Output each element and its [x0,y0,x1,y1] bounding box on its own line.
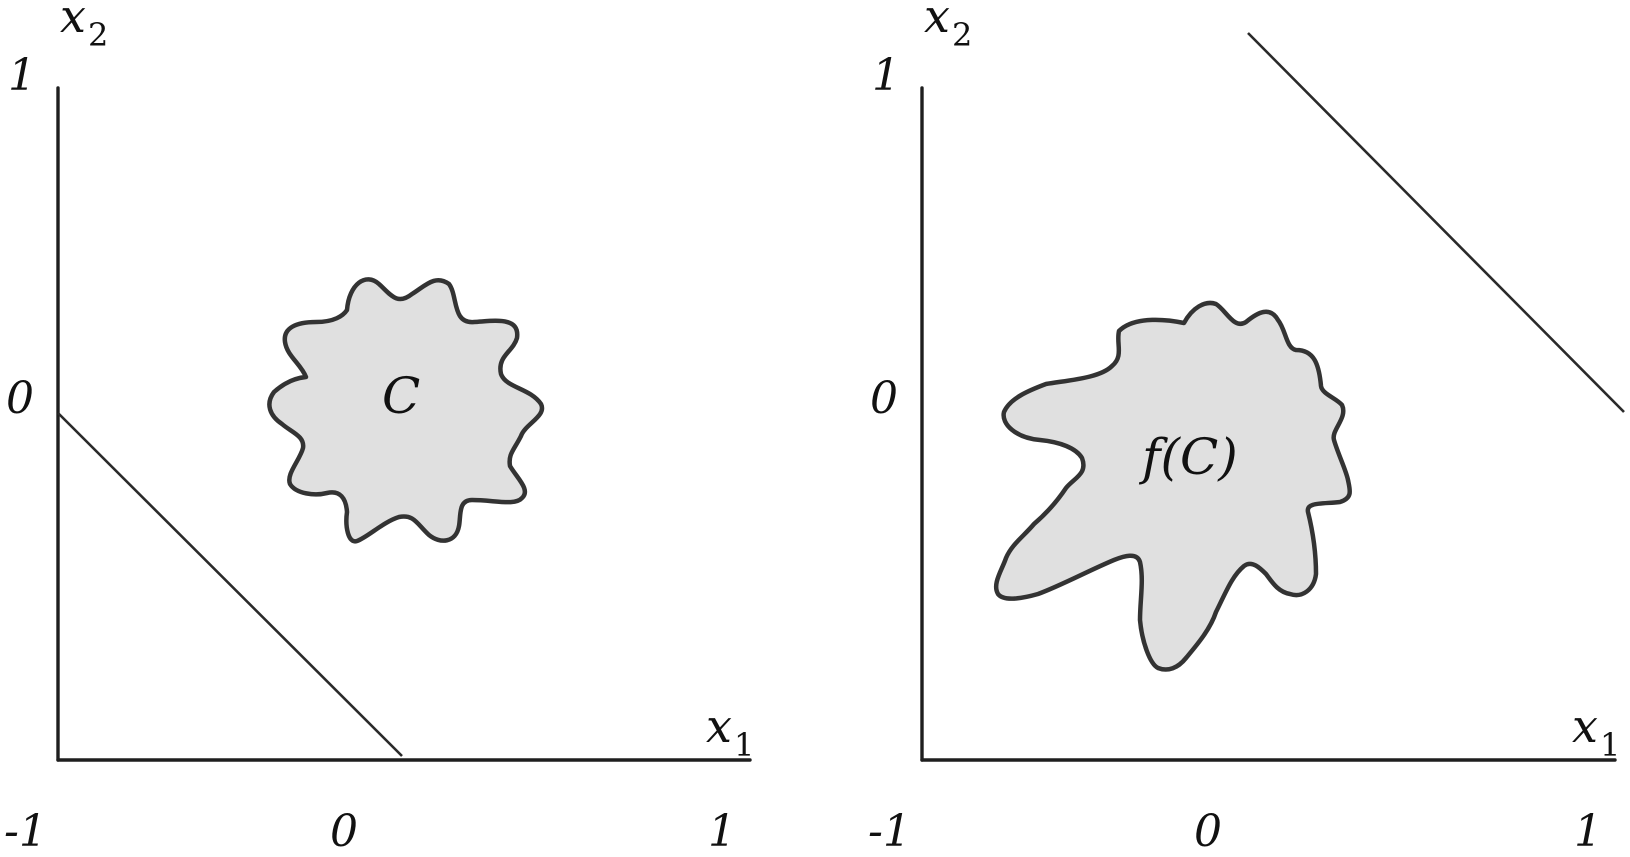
right-y-tick-mid: 0 [870,373,898,424]
right-boundary-line [1247,32,1625,413]
right-y-tick-top: 1 [872,50,900,101]
right-x-tick-mid: 0 [1194,806,1222,857]
right-x-tick-left: -1 [868,806,911,857]
left-x-axis-subscript: 1 [734,726,754,764]
left-x-tick-mid: 0 [330,806,358,857]
left-x-axis-letter: x [706,699,732,753]
left-y-tick-mid: 0 [6,373,34,424]
set-c-label: C [382,367,420,425]
set-f-of-c-shape [993,300,1353,672]
right-x-axis-subscript: 1 [1600,726,1620,764]
left-x-tick-left: -1 [4,806,47,857]
right-x-axis-letter: x [1572,699,1598,753]
left-x-tick-right: 1 [708,806,736,857]
left-panel: C x2 x1 1 0 -1 0 1 [4,0,754,857]
left-y-axis-subscript: 2 [88,16,108,54]
right-x-tick-right: 1 [1574,806,1602,857]
left-boundary-line [57,412,403,757]
right-y-axis-label: x2 [924,0,972,54]
set-f-of-c-label: f(C) [1138,428,1238,486]
left-y-tick-top: 1 [8,50,36,101]
right-panel: f(C) x2 x1 1 0 -1 0 1 [868,0,1625,857]
set-c-shape [267,277,545,544]
left-y-axis-label: x2 [60,0,108,54]
right-y-axis-letter: x [924,0,950,43]
right-x-axis-label: x1 [1572,699,1620,764]
right-y-axis-subscript: 2 [952,16,972,54]
left-y-axis-letter: x [60,0,86,43]
left-x-axis-label: x1 [706,699,754,764]
